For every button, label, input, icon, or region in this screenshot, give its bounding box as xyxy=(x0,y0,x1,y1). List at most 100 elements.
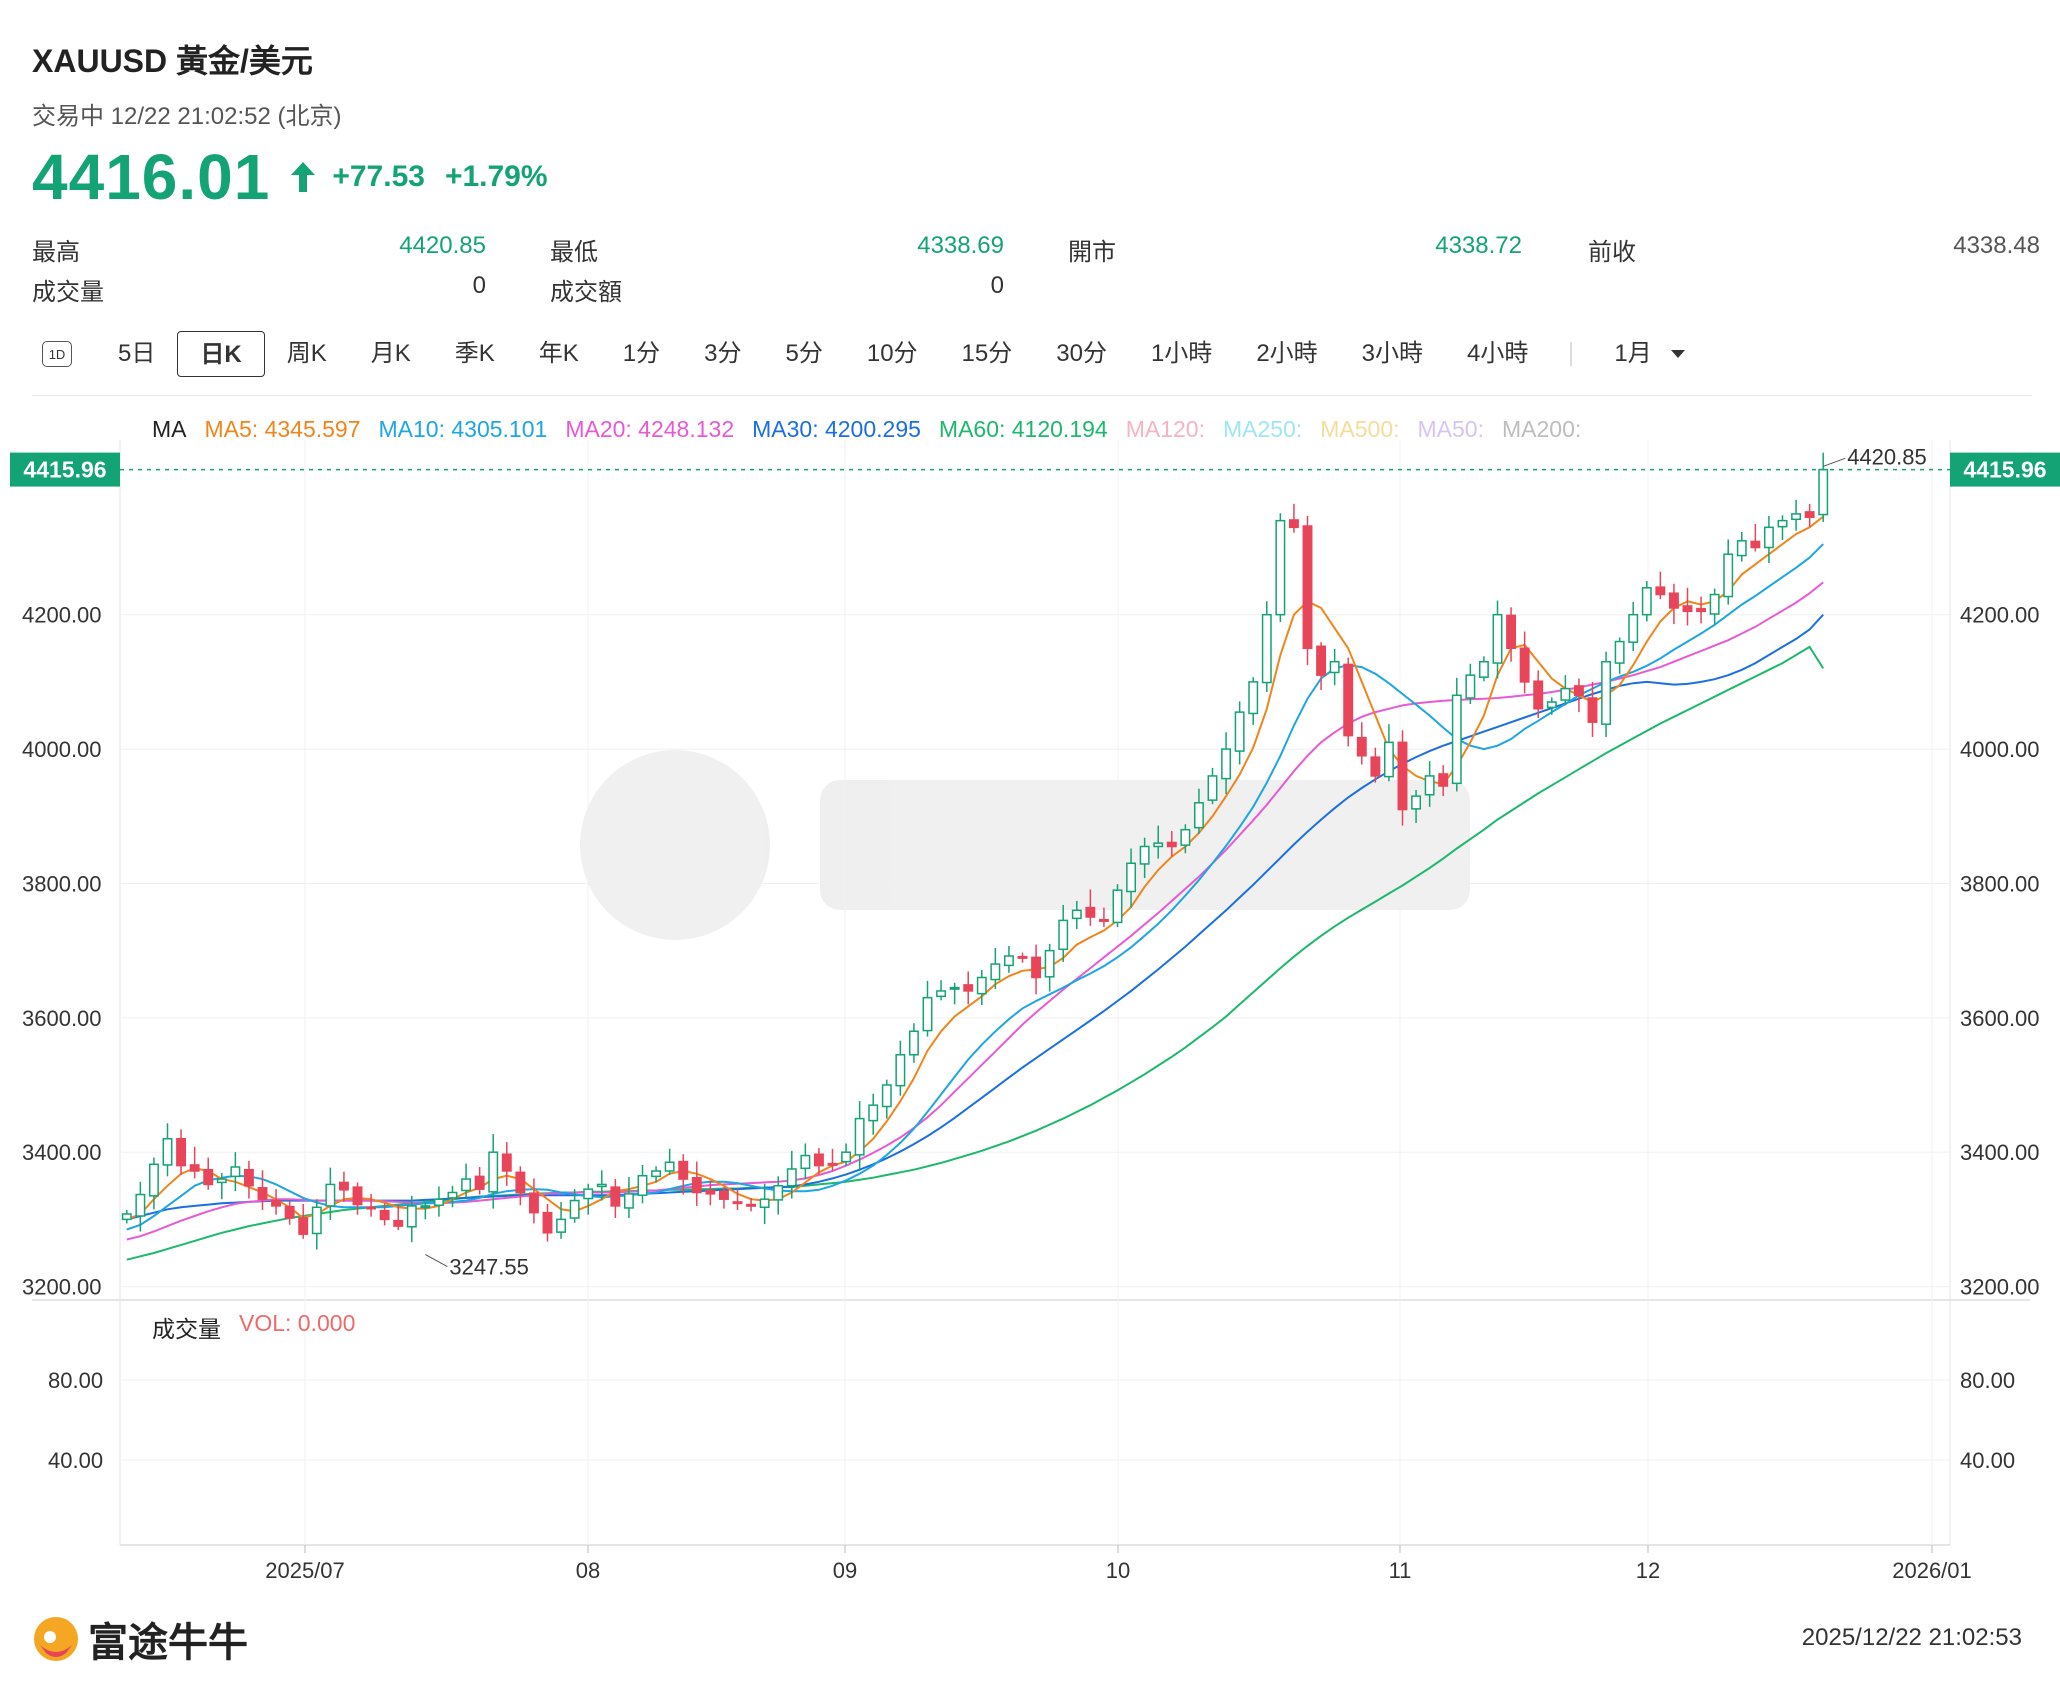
candle xyxy=(637,1164,648,1204)
y-tick-label: 4200.00 xyxy=(22,603,102,628)
candle-body xyxy=(664,1161,675,1172)
tab-15min[interactable]: 15分 xyxy=(961,340,1013,367)
candle xyxy=(1397,730,1408,826)
low-marker-line xyxy=(425,1254,448,1268)
candle-body xyxy=(488,1151,499,1193)
candle xyxy=(773,1176,784,1215)
tab-4hour[interactable]: 4小時 xyxy=(1467,340,1529,367)
candle xyxy=(949,982,960,1005)
candle xyxy=(1736,532,1747,562)
candle-body xyxy=(162,1138,173,1166)
candle-body xyxy=(230,1166,241,1178)
candle-body xyxy=(1546,701,1557,709)
tab-3hour[interactable]: 3小時 xyxy=(1361,340,1424,367)
tab-weekly-k[interactable]: 周K xyxy=(286,340,327,367)
y-tick-label: 4000.00 xyxy=(1960,737,2040,762)
candle-body xyxy=(257,1187,268,1200)
price-markers: 4415.96 4415.96 4420.85 3247.55 xyxy=(10,444,2060,1280)
prev-close-value: 4338.48 xyxy=(1953,232,2040,259)
candle-body xyxy=(352,1186,363,1206)
candle-body xyxy=(501,1153,512,1172)
candle xyxy=(542,1203,553,1242)
ma60-line xyxy=(126,645,1825,1261)
candle xyxy=(1655,571,1666,600)
watermark-logo xyxy=(580,750,1470,940)
y-tick-label: 3200.00 xyxy=(22,1275,102,1300)
tab-3min[interactable]: 3分 xyxy=(704,340,742,367)
candle-body xyxy=(1139,845,1150,865)
candle-body xyxy=(325,1183,336,1207)
candle-body xyxy=(1207,775,1218,801)
tab-daily-k[interactable]: 日K xyxy=(177,331,265,377)
candle-body xyxy=(1573,685,1584,697)
candle-body xyxy=(583,1188,594,1200)
candle xyxy=(1601,651,1612,737)
tab-quarterly-k[interactable]: 季K xyxy=(454,340,495,367)
candle xyxy=(257,1170,268,1210)
candle-body xyxy=(311,1206,322,1235)
candle xyxy=(786,1150,797,1199)
candle xyxy=(963,971,974,1005)
ma20-legend: MA20: 4248.132 xyxy=(565,416,735,442)
period-select[interactable]: 1月 xyxy=(1592,331,1707,377)
candle xyxy=(976,970,987,1006)
prev-close-label: 前收 xyxy=(1588,239,1636,266)
candle-body xyxy=(1221,748,1232,780)
candle-body xyxy=(1519,647,1530,683)
candle-body xyxy=(243,1168,254,1187)
tab-5min[interactable]: 5分 xyxy=(785,340,823,367)
candle xyxy=(189,1146,200,1179)
candle xyxy=(1709,588,1720,625)
candle-body xyxy=(284,1205,295,1219)
tab-5day[interactable]: 5日 xyxy=(118,340,156,367)
tab-monthly-k[interactable]: 月K xyxy=(370,340,411,367)
trading-status: 交易中 12/22 21:02:52 (北京) xyxy=(32,103,342,130)
candle xyxy=(1546,697,1557,715)
candle xyxy=(1492,600,1503,679)
candle xyxy=(1085,889,1096,926)
candle xyxy=(488,1134,499,1209)
tab-10min[interactable]: 10分 xyxy=(866,340,918,367)
tab-30min[interactable]: 30分 xyxy=(1056,340,1107,367)
candle-body xyxy=(1465,674,1476,699)
candle xyxy=(366,1193,377,1217)
y-tick-label: 4200.00 xyxy=(1960,603,2040,628)
tab-yearly-k[interactable]: 年K xyxy=(538,340,579,367)
candle-body xyxy=(868,1104,879,1122)
candle-body xyxy=(189,1164,200,1172)
candle-body xyxy=(433,1198,444,1207)
tab-1d[interactable]: 1D xyxy=(42,341,72,367)
candle-body xyxy=(1696,607,1707,613)
candle-body xyxy=(1343,663,1354,737)
candle xyxy=(1098,907,1109,928)
candle xyxy=(623,1177,634,1219)
candle xyxy=(1329,648,1340,686)
tab-1min[interactable]: 1分 xyxy=(622,340,661,367)
candle-body xyxy=(1275,519,1286,616)
candle-body xyxy=(121,1213,132,1221)
candle-body xyxy=(759,1198,770,1209)
candle xyxy=(1356,722,1367,765)
candle xyxy=(1804,503,1815,527)
candle xyxy=(691,1161,702,1206)
ma500-legend: MA500: xyxy=(1320,416,1400,442)
candle xyxy=(1465,663,1476,705)
candle xyxy=(908,1023,919,1063)
candle-body xyxy=(610,1186,621,1207)
candle xyxy=(352,1182,363,1215)
candle xyxy=(420,1201,431,1220)
candle-body xyxy=(936,990,947,998)
volume-tick-label: 40.00 xyxy=(48,1448,103,1473)
tab-2hour[interactable]: 2小時 xyxy=(1256,340,1318,367)
chart-grid xyxy=(32,440,2030,1553)
candle xyxy=(1288,503,1299,533)
tab-1hour[interactable]: 1小時 xyxy=(1150,340,1213,367)
candle xyxy=(1573,678,1584,713)
tabs-divider xyxy=(1570,342,1573,366)
candle-body xyxy=(1533,680,1544,710)
candle-body xyxy=(678,1160,689,1180)
candle-body xyxy=(990,963,1001,981)
x-tick-label: 10 xyxy=(1106,1558,1130,1583)
candle xyxy=(746,1197,757,1212)
